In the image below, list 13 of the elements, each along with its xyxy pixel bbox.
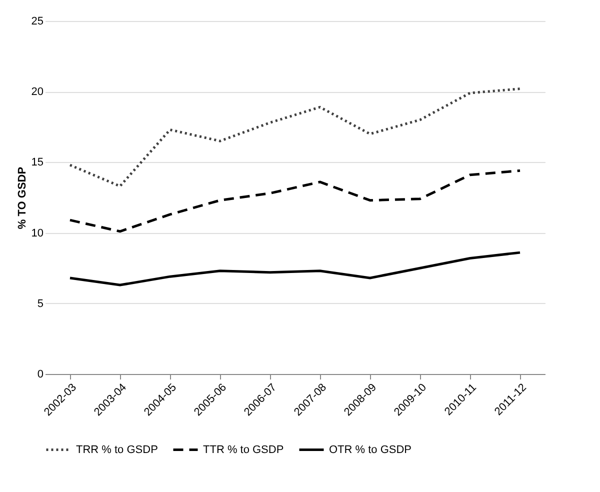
legend-label: TTR % to GSDP bbox=[203, 444, 284, 456]
y-tick-label: 10 bbox=[31, 227, 44, 240]
y-tick-label: 20 bbox=[31, 86, 44, 98]
legend-label: OTR % to GSDP bbox=[329, 444, 412, 456]
y-tick-label: 25 bbox=[31, 16, 44, 28]
y-tick-label: 5 bbox=[37, 298, 44, 310]
line-series bbox=[68, 88, 522, 188]
y-tick-label: 0 bbox=[37, 368, 44, 380]
y-axis-title: % TO GSDP bbox=[16, 166, 28, 230]
y-tick-label: 15 bbox=[31, 156, 44, 169]
line-series bbox=[68, 169, 522, 233]
legend-label: TRR % to GSDP bbox=[76, 444, 158, 456]
line-series bbox=[68, 251, 522, 286]
